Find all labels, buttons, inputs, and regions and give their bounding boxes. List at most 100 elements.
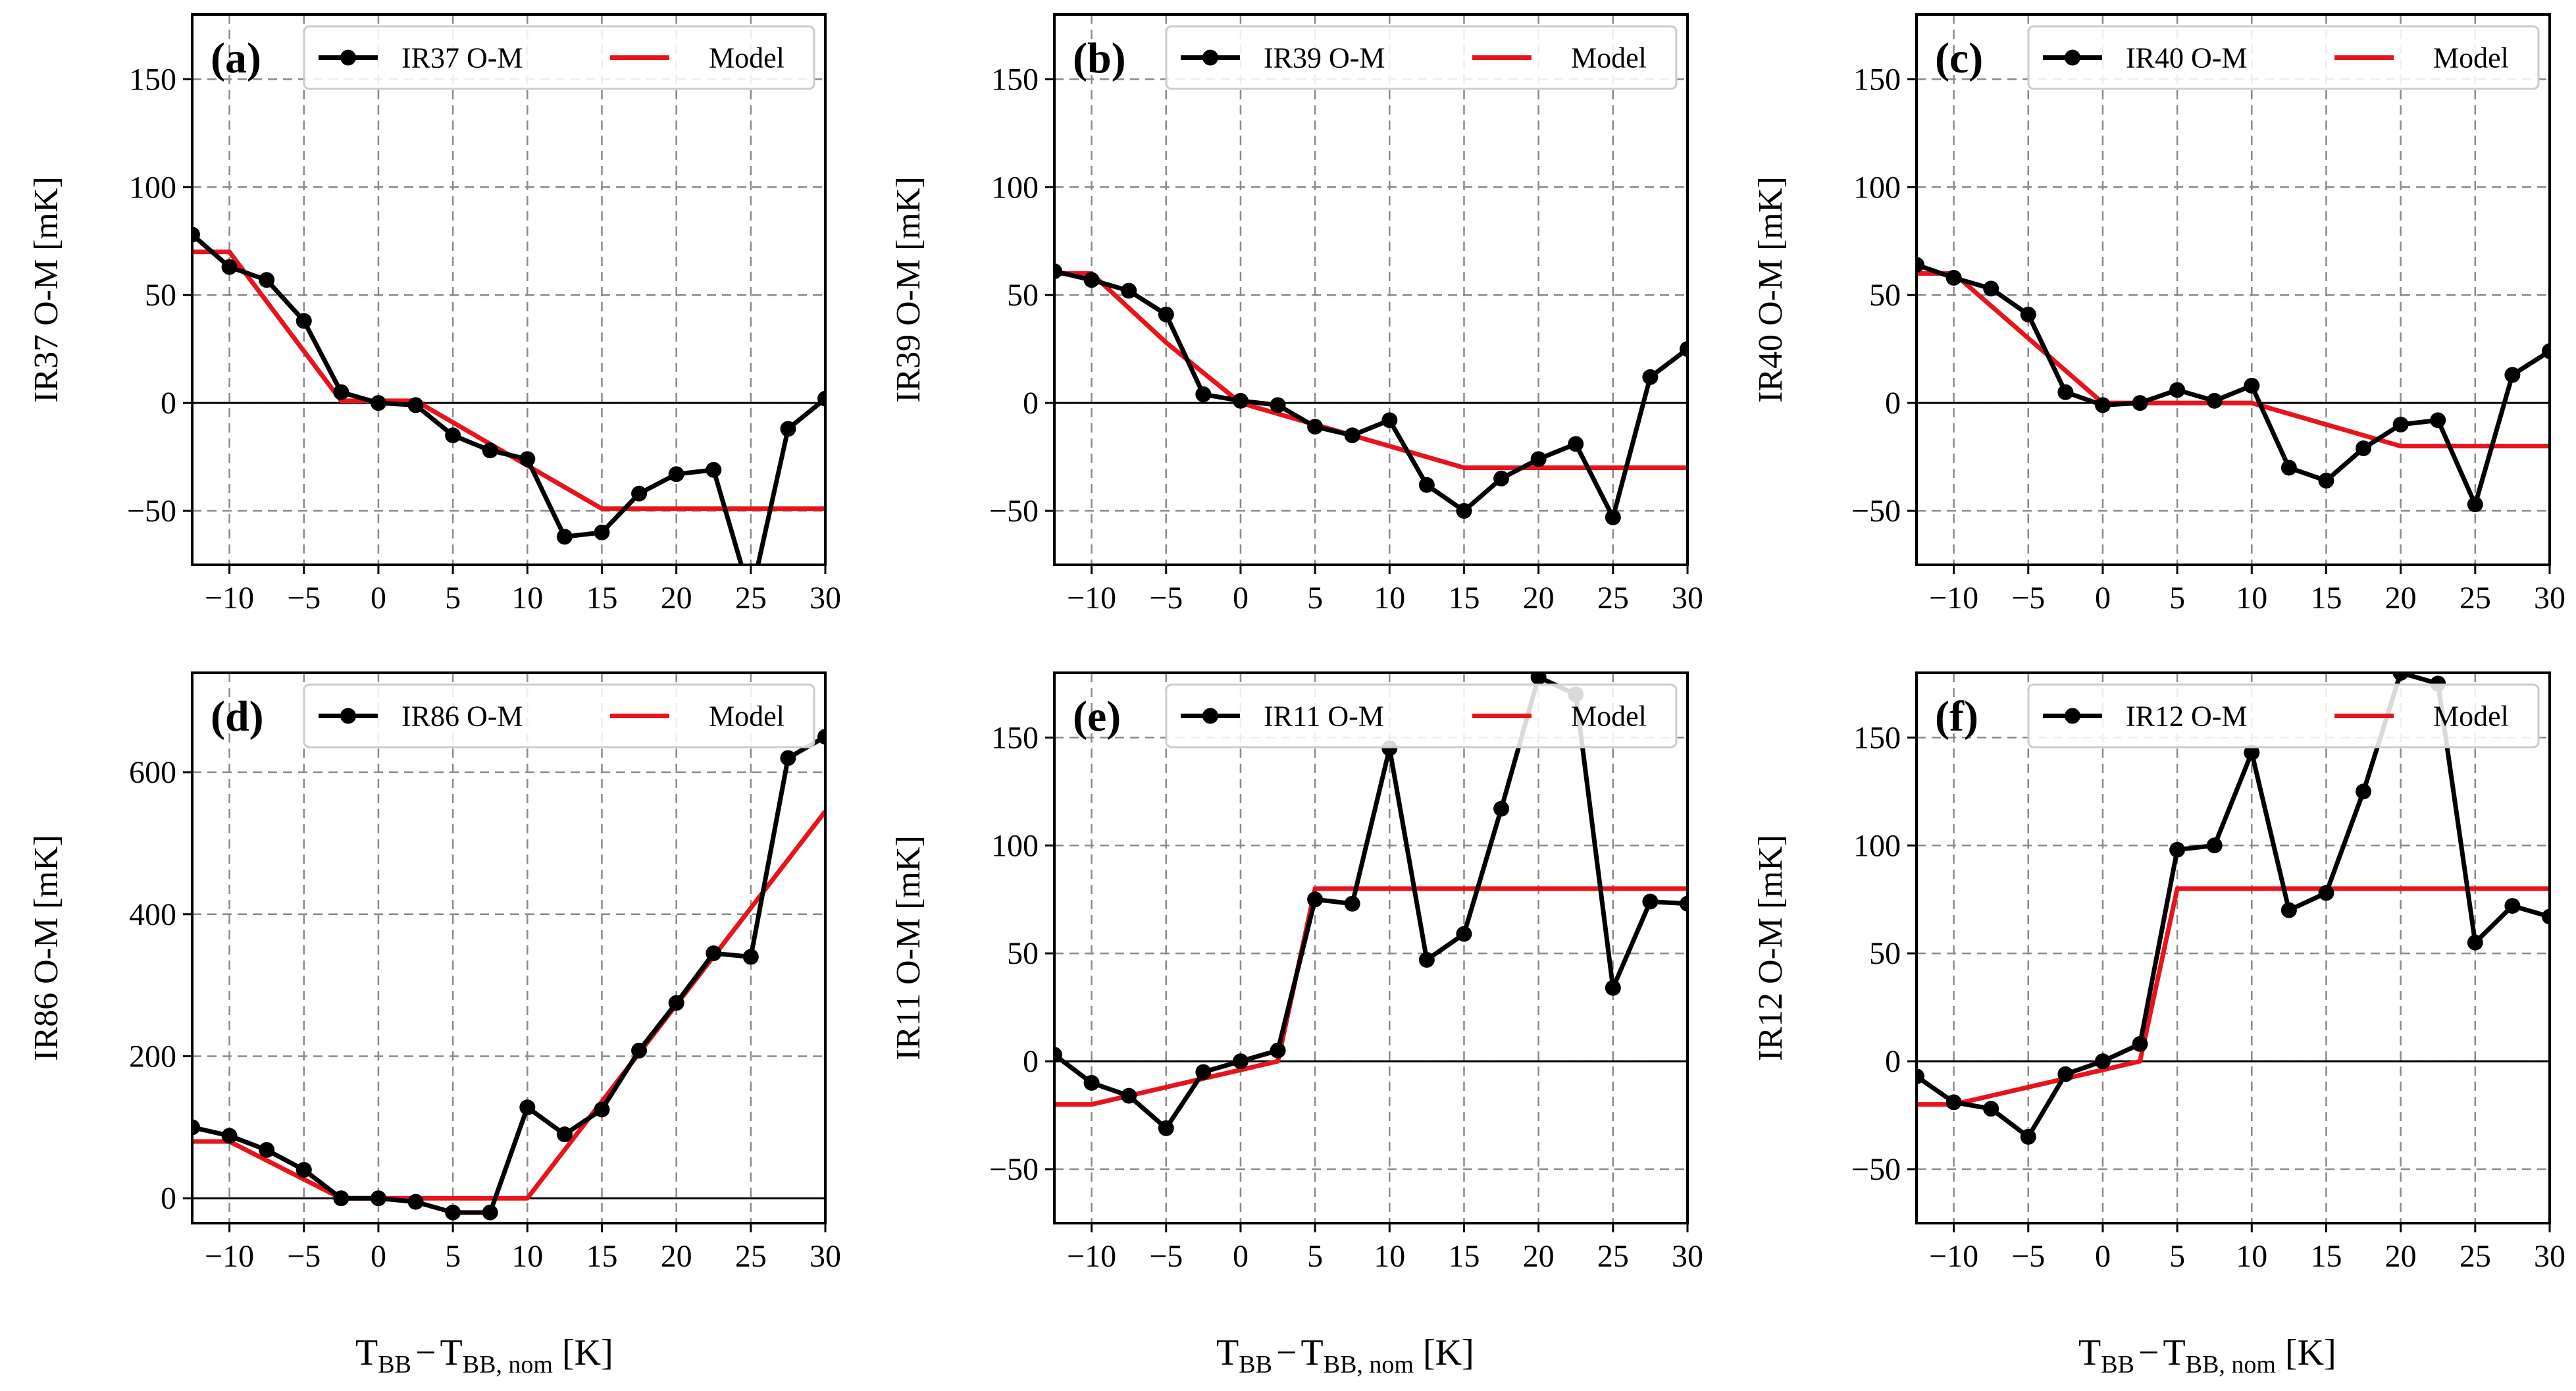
x-tick-label: 25 xyxy=(2460,1239,2491,1274)
x-tick-label: 15 xyxy=(1448,581,1480,616)
svg-text:TBB−TBB, nom[K]: TBB − TBB, nom [K] xyxy=(2078,1332,2336,1378)
observation-point xyxy=(1344,427,1360,444)
observation-point xyxy=(2169,382,2186,398)
x-axis-label-unit: [K] xyxy=(2285,1332,2336,1373)
x-tick-label: 5 xyxy=(1307,581,1323,616)
observation-point xyxy=(1195,386,1212,403)
y-tick-label: 150 xyxy=(991,720,1039,755)
y-tick-label: 100 xyxy=(1853,170,1901,205)
observation-line xyxy=(192,232,825,565)
observation-point xyxy=(742,949,759,965)
x-tick-label: 30 xyxy=(2534,581,2565,616)
x-axis-label-minus: − xyxy=(1276,1332,1297,1373)
y-tick-label: 150 xyxy=(129,62,176,97)
x-axis-label-sub-nom: BB, nom xyxy=(2186,1351,2276,1378)
y-tick-label: 50 xyxy=(1869,936,1901,971)
x-tick-label: −5 xyxy=(2011,581,2045,616)
y-tick-label: 0 xyxy=(1885,386,1901,421)
gridlines xyxy=(1917,673,2551,1223)
model-line xyxy=(1054,271,1687,470)
y-tick-label: 100 xyxy=(129,170,176,205)
x-axis-label-main: T xyxy=(2163,1332,2186,1373)
y-tick-label: 100 xyxy=(991,170,1039,205)
x-tick-label: 0 xyxy=(371,1239,386,1274)
observation-point xyxy=(482,1204,498,1220)
y-tick-label: 0 xyxy=(1885,1044,1901,1079)
x-tick-label: −10 xyxy=(1067,1239,1116,1274)
x-tick-label: 25 xyxy=(735,1239,767,1274)
observation-point xyxy=(1568,436,1584,452)
x-tick-label: 30 xyxy=(1672,1239,1703,1274)
x-tick-label: −10 xyxy=(1929,1239,1978,1274)
observation-point xyxy=(2020,1128,2036,1145)
gridlines xyxy=(192,673,827,1223)
observation-point xyxy=(706,461,722,478)
x-tick-label: 10 xyxy=(1374,1239,1405,1274)
observation-point xyxy=(1456,503,1472,519)
observation-point xyxy=(1307,891,1324,908)
observation-point xyxy=(1530,673,1547,685)
legend-observation-label: IR12 O-M xyxy=(2126,700,2248,733)
x-tick-label: 20 xyxy=(2385,1239,2417,1274)
observation-point xyxy=(1232,392,1249,409)
observation-point xyxy=(1680,895,1687,912)
x-axis-label-main: T xyxy=(2078,1332,2101,1373)
observation-point xyxy=(1917,257,1924,273)
observation-point xyxy=(445,1204,461,1220)
x-tick-label: −5 xyxy=(1149,581,1183,616)
y-tick-label: 200 xyxy=(129,1039,176,1074)
y-axis-label: IR40 O-M [mK] xyxy=(1752,176,1790,403)
legend-observation-marker xyxy=(2065,49,2080,66)
observation-point xyxy=(333,384,349,400)
y-tick-label: 0 xyxy=(161,386,176,421)
observation-point xyxy=(192,226,200,243)
x-tick-label: 25 xyxy=(735,581,767,616)
observation-point xyxy=(2057,1066,2074,1082)
legend-box xyxy=(1165,683,1678,748)
observation-point xyxy=(2356,440,2372,456)
observation-point xyxy=(1083,272,1100,288)
y-tick-label: 150 xyxy=(1853,720,1901,755)
y-tick-label: 600 xyxy=(129,755,176,790)
observation-point xyxy=(2206,837,2223,854)
observation-point xyxy=(817,390,825,407)
observation-point xyxy=(2356,783,2372,800)
plot-area xyxy=(1917,257,2550,513)
observation-point xyxy=(1530,451,1547,467)
panel-label: (b) xyxy=(1073,34,1126,82)
x-tick-label: 5 xyxy=(445,581,461,616)
observation-point xyxy=(2206,392,2223,409)
y-tick-label: 0 xyxy=(1023,1044,1039,1079)
x-axis-label-main: T xyxy=(1301,1332,1324,1373)
y-tick-label: 50 xyxy=(1007,278,1039,313)
x-axis-label-main: T xyxy=(1216,1332,1239,1373)
observation-point xyxy=(706,945,722,962)
observation-point xyxy=(1642,893,1659,910)
model-line xyxy=(1917,886,2550,1107)
gridlines xyxy=(1054,673,1689,1223)
axes-frame xyxy=(1915,671,2551,1224)
observation-point xyxy=(668,995,684,1011)
x-axis-label-main: T xyxy=(355,1332,378,1373)
observation-point xyxy=(594,1101,610,1118)
x-tick-label: 25 xyxy=(2460,581,2491,616)
observation-point xyxy=(2280,459,2297,476)
y-tick-label: 0 xyxy=(161,1181,176,1216)
observation-point xyxy=(221,259,238,275)
legend-observation-marker xyxy=(1202,708,1218,724)
observation-point xyxy=(2169,841,2186,858)
observation-point xyxy=(1605,980,1621,996)
observation-point xyxy=(370,395,386,411)
observation-point xyxy=(1493,470,1510,486)
x-tick-label: 0 xyxy=(2095,1239,2111,1274)
axes-frame xyxy=(191,13,827,566)
legend-box xyxy=(1165,25,1678,90)
y-axis-label: IR86 O-M [mK] xyxy=(28,835,65,1061)
observation-point xyxy=(296,313,312,329)
y-tick-label: 0 xyxy=(1023,386,1039,421)
x-tick-label: −5 xyxy=(287,1239,321,1274)
observation-point xyxy=(1232,1053,1249,1070)
